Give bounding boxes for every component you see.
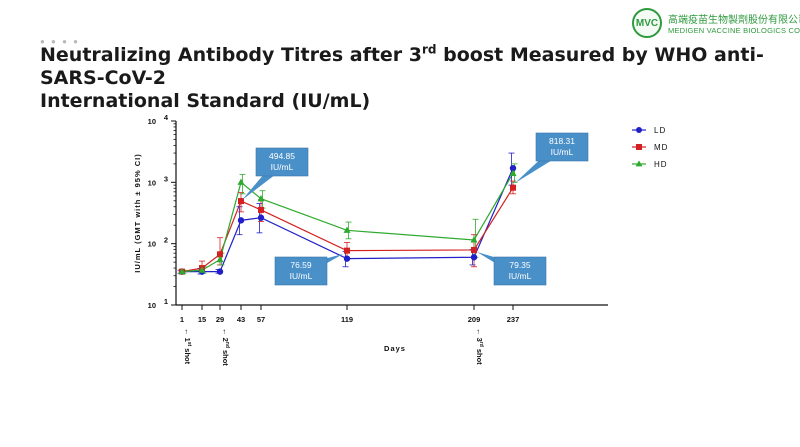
data-point-hd <box>216 255 224 263</box>
data-point-ld <box>257 214 265 221</box>
x-tick-label: 1 <box>180 315 184 324</box>
data-point-md <box>238 198 244 205</box>
callout-box <box>255 147 309 177</box>
data-point-md <box>344 247 350 254</box>
y-tick-exponent: 3 <box>164 174 168 183</box>
y-tick-exponent: 1 <box>164 297 168 306</box>
y-axis-title: IU/mL (GMT with ± 95% CI) <box>133 153 142 272</box>
callouts-layer: 494.85IU/mL818.31IU/mL76.59IU/mL79.35IU/… <box>242 132 589 286</box>
logo-mark: MVC <box>632 8 662 38</box>
y-tick-label: 10 <box>148 240 156 249</box>
data-point-ld <box>343 255 351 262</box>
y-tick-exponent: 4 <box>164 113 169 122</box>
data-point-md <box>510 184 516 191</box>
legend-marker-ld <box>636 127 642 133</box>
y-tick-label: 10 <box>148 301 156 310</box>
callout-unit: IU/mL <box>271 162 294 172</box>
callout-unit: IU/mL <box>290 271 313 281</box>
x-tick-label: 237 <box>507 315 520 324</box>
logo-name-cn: 高端疫苗生物製劑股份有限公司 <box>668 15 800 26</box>
x-tick-label: 43 <box>237 315 245 324</box>
data-point-md <box>217 251 223 258</box>
x-tick-label: 119 <box>341 315 353 324</box>
data-point-hd <box>178 267 186 275</box>
y-tick-label: 10 <box>148 178 156 187</box>
data-point-hd <box>257 194 265 202</box>
shot-marker-label: ← 1st shot <box>183 328 192 365</box>
axes-layer <box>171 120 608 310</box>
callout-box <box>274 256 328 286</box>
page-title: Neutralizing Antibody Titres after 3rd b… <box>40 44 780 113</box>
callout-unit: IU/mL <box>509 271 532 281</box>
callout-unit: IU/mL <box>551 147 574 157</box>
data-point-ld <box>237 217 245 224</box>
data-point-hd <box>237 178 245 185</box>
shot-marker-label: ← 3rd shot <box>475 328 484 365</box>
data-point-hd <box>470 236 478 243</box>
callout-box <box>493 256 547 286</box>
decorative-dots: ● ● ● ● <box>40 37 80 46</box>
callout-value: 494.85 <box>269 151 295 161</box>
title-line1-post: boost Measured by WHO anti-SARS-CoV-2 <box>40 44 764 89</box>
legend-label-ld: LD <box>654 126 666 135</box>
legend-layer: LD MD HD <box>632 126 668 169</box>
company-logo: MVC 高端疫苗生物製劑股份有限公司 MEDIGEN VACCINE BIOLO… <box>632 8 800 44</box>
title-line2: International Standard (IU/mL) <box>40 90 371 112</box>
title-line1-pre: Neutralizing Antibody Titres after 3 <box>40 44 423 66</box>
callout-box <box>535 132 589 162</box>
legend-marker-hd <box>635 160 643 167</box>
data-point-ld <box>216 268 224 275</box>
x-axis-title: Days <box>384 344 406 353</box>
legend-label-hd: HD <box>654 160 668 169</box>
data-point-ld <box>470 254 478 261</box>
data-point-md <box>471 246 477 253</box>
callout-value: 818.31 <box>549 136 575 146</box>
callout-value: 76.59 <box>290 260 312 270</box>
data-point-md <box>258 206 264 213</box>
data-point-ld <box>509 164 517 172</box>
data-point-hd <box>343 226 351 233</box>
x-tick-label: 57 <box>257 315 265 324</box>
callout-value: 79.35 <box>509 260 531 270</box>
logo-name-en: MEDIGEN VACCINE BIOLOGICS CO <box>668 26 800 35</box>
y-tick-exponent: 2 <box>164 236 168 245</box>
x-tick-label: 209 <box>468 315 481 324</box>
labels-layer: 10 1 10 2 10 3 10 4 1 15 29 43 57 119 209 237 Days IU/mL … <box>133 113 519 366</box>
shot-marker-label: ← 2nd shot <box>221 328 230 366</box>
data-point-hd <box>509 169 517 176</box>
data-point-hd <box>198 266 206 273</box>
x-tick-label: 29 <box>216 315 224 324</box>
x-tick-label: 15 <box>198 315 206 324</box>
legend-label-md: MD <box>654 143 668 152</box>
markers-layer <box>178 164 517 275</box>
legend-marker-md <box>636 144 642 150</box>
title-line1-sup: rd <box>422 42 437 57</box>
y-tick-label: 10 <box>148 117 156 126</box>
